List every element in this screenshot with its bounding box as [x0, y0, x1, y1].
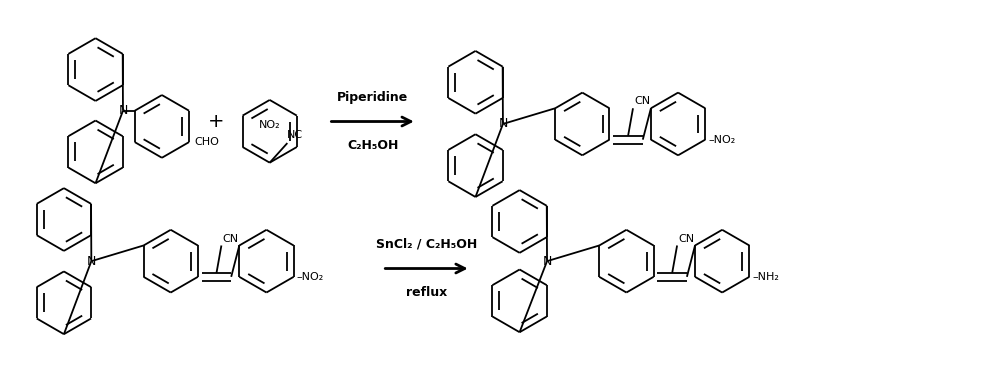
- Text: N: N: [118, 104, 128, 117]
- Text: –NO₂: –NO₂: [708, 135, 735, 145]
- Text: +: +: [208, 112, 224, 131]
- Text: N: N: [87, 255, 96, 268]
- Text: CN: CN: [634, 96, 650, 106]
- Text: CN: CN: [678, 233, 694, 244]
- Text: N: N: [542, 255, 552, 268]
- Text: N: N: [498, 117, 508, 131]
- Text: SnCl₂ / C₂H₅OH: SnCl₂ / C₂H₅OH: [376, 238, 477, 251]
- Text: Piperidine: Piperidine: [337, 91, 408, 104]
- Text: CN: CN: [222, 233, 239, 244]
- Text: –NO₂: –NO₂: [297, 272, 324, 282]
- Text: C₂H₅OH: C₂H₅OH: [347, 139, 398, 152]
- Text: CHO: CHO: [194, 137, 219, 147]
- Text: reflux: reflux: [406, 286, 447, 299]
- Text: NC: NC: [287, 130, 303, 140]
- Text: –NH₂: –NH₂: [752, 272, 779, 282]
- Text: NO₂: NO₂: [259, 120, 281, 129]
